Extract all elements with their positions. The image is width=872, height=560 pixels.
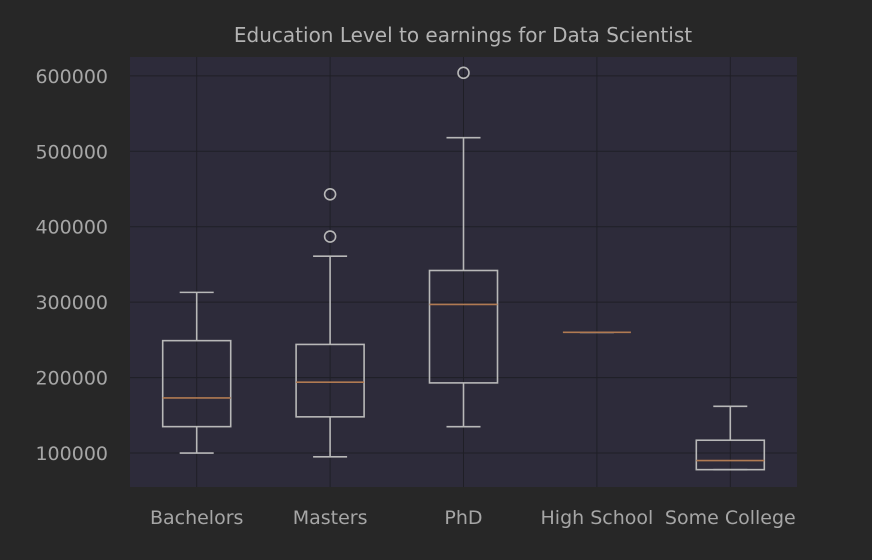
x-tick-label: Masters (293, 507, 368, 529)
boxes (161, 66, 766, 471)
outlier-point (323, 230, 337, 243)
y-tick-label: 200000 (35, 368, 108, 390)
outlier-point (457, 66, 470, 80)
y-tick-label: 600000 (35, 66, 108, 88)
x-tick-label: Some College (665, 507, 796, 529)
x-tick-label: High School (541, 507, 654, 529)
y-tick-label: 100000 (35, 443, 108, 465)
box-masters (295, 187, 365, 458)
y-tick-label: 300000 (35, 292, 108, 314)
box-some-college (695, 405, 766, 471)
outlier-point (323, 187, 337, 201)
chart-title: Education Level to earnings for Data Sci… (234, 23, 692, 47)
y-tick-label: 500000 (35, 141, 108, 163)
box-bachelors (161, 291, 232, 454)
box-phd (428, 66, 499, 428)
y-axis-ticks: 100000 200000 300000 400000 500000 600000 (35, 66, 108, 465)
x-tick-label: PhD (444, 507, 482, 529)
x-axis-ticks: Bachelors Masters PhD High School Some Colle… (150, 507, 796, 529)
x-tick-label: Bachelors (150, 507, 243, 529)
y-tick-label: 400000 (35, 217, 108, 239)
